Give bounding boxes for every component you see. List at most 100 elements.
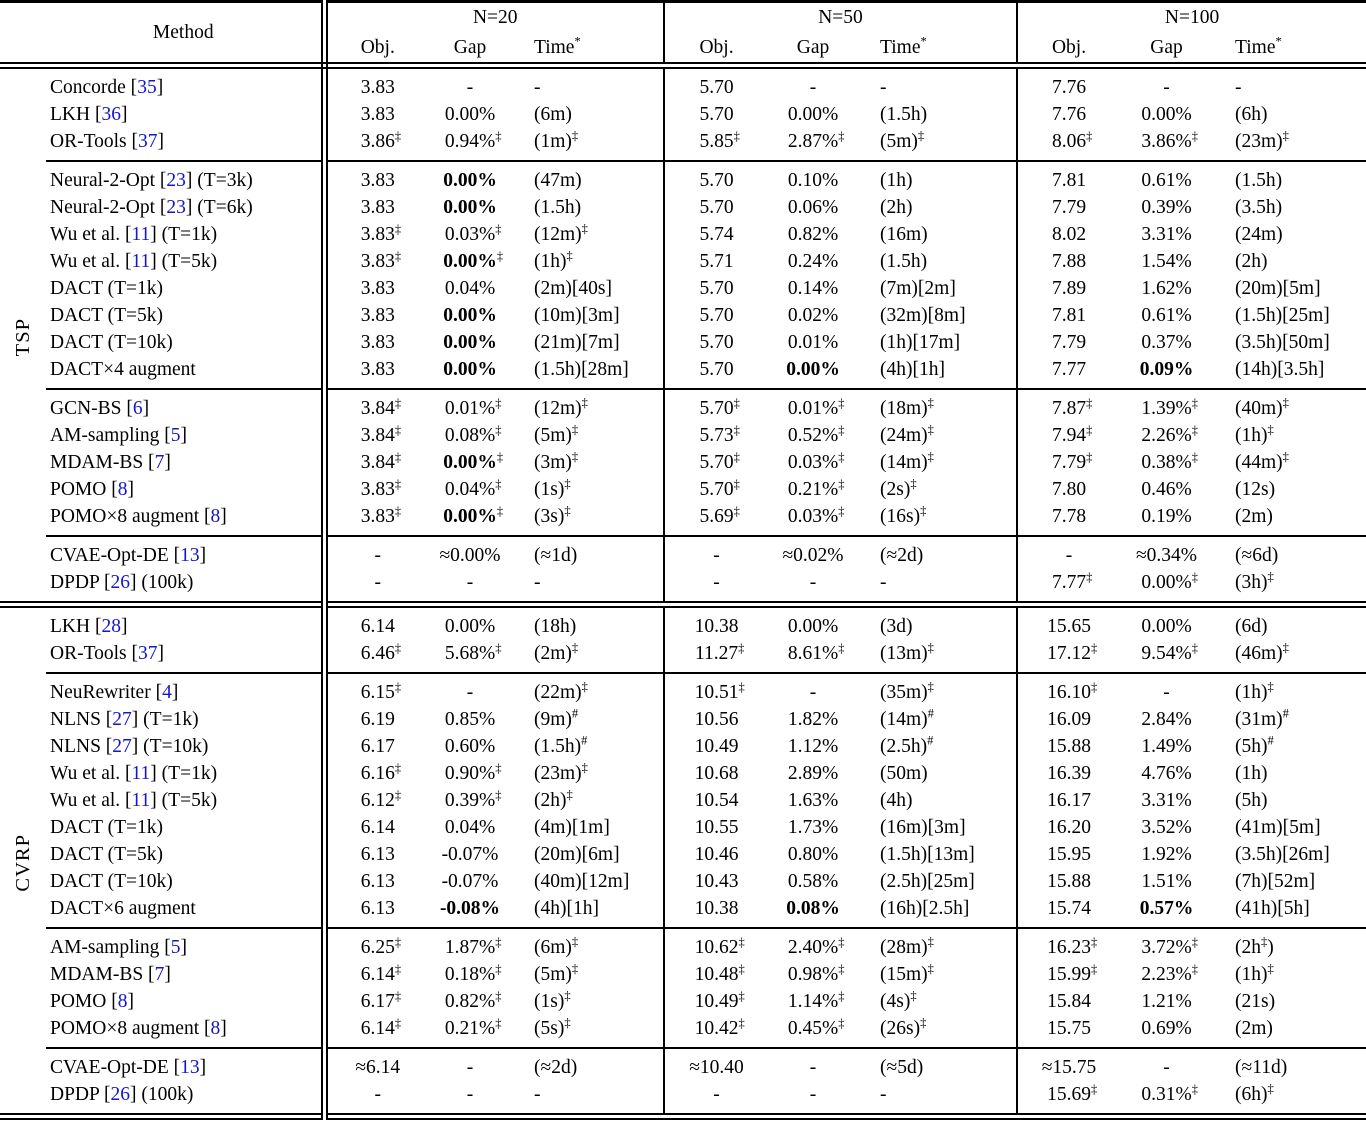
citation-ref[interactable]: 37 xyxy=(138,643,158,664)
method-cell: POMO [8] xyxy=(46,988,328,1015)
gap-cell: 0.61% xyxy=(1141,305,1192,326)
gap-cell: 0.00%‡ xyxy=(443,449,504,473)
citation-ref[interactable]: 13 xyxy=(180,1057,200,1078)
method-cell: DACT (T=5k) xyxy=(46,841,328,868)
time-cell: (3.5h)[50m] xyxy=(1235,332,1330,353)
citation-ref[interactable]: 35 xyxy=(137,77,157,98)
obj-cell: 7.80 xyxy=(1051,479,1087,500)
method-cell: AM-sampling [5] xyxy=(46,422,328,449)
method-cell: NeuRewriter [4] xyxy=(46,672,328,706)
time-cell: (2m)[40s] xyxy=(512,275,666,302)
gap-cell: 5.68%‡ xyxy=(444,640,502,664)
citation-ref[interactable]: 6 xyxy=(132,398,143,419)
table-row: DACT (T=5k) 6.13 -0.07% (20m)[6m] 10.46 0.80%… xyxy=(0,841,1366,868)
method-cell: Wu et al. [11] (T=5k) xyxy=(46,248,328,275)
citation-ref[interactable]: 7 xyxy=(154,452,165,473)
citation-ref[interactable]: 37 xyxy=(138,131,158,152)
gap-cell: 1.63% xyxy=(787,790,839,811)
time-cell: (20m)[5m] xyxy=(1235,278,1321,299)
table-row: MDAM-BS [7] 3.84‡ 0.00%‡ (3m)‡ 5.70‡ 0.03%‡ (1… xyxy=(0,449,1366,476)
time-cell: (2h) xyxy=(1235,251,1268,272)
table-row: NLNS [27] (T=1k) 6.19 0.85% (9m)# 10.56 1.82%… xyxy=(0,706,1366,733)
obj-cell: 8.02 xyxy=(1051,224,1087,245)
obj-cell: - xyxy=(713,1084,720,1105)
gap-cell: - xyxy=(1120,1047,1214,1081)
gap-cell: - xyxy=(466,572,474,593)
obj-cell: - xyxy=(664,535,769,569)
time-cell: (3m)‡ xyxy=(512,449,666,476)
time-cell: (31m)# xyxy=(1235,706,1289,730)
method-cell: CVAE-Opt-DE [13] xyxy=(46,1047,328,1081)
method-cell: DACT (T=1k) xyxy=(46,275,328,302)
citation-ref[interactable]: 11 xyxy=(131,224,151,245)
subcol-header: Obj. xyxy=(324,33,428,69)
obj-cell: 3.84‡ xyxy=(324,388,428,422)
gap-cell: - xyxy=(466,77,474,98)
method-cell: NLNS [27] (T=1k) xyxy=(46,706,328,733)
gap-cell: 0.39%‡ xyxy=(444,787,502,811)
citation-ref[interactable]: 27 xyxy=(112,709,132,730)
citation-ref[interactable]: 5 xyxy=(170,937,181,958)
time-cell: (3d) xyxy=(858,601,1019,640)
obj-cell: 6.16‡ xyxy=(360,760,402,784)
time-cell: - xyxy=(512,1081,666,1117)
obj-cell: 5.70 xyxy=(699,305,734,326)
obj-cell: 5.70 xyxy=(664,160,769,194)
time-cell: (1h) xyxy=(1235,763,1268,784)
time-cell: (5h)# xyxy=(1235,733,1274,757)
time-cell: (21s) xyxy=(1235,991,1276,1012)
obj-cell: 6.15‡ xyxy=(324,672,428,706)
obj-cell: 5.70‡ xyxy=(664,388,769,422)
method-cell: Neural-2-Opt [23] (T=6k) xyxy=(46,194,328,221)
citation-ref[interactable]: 8 xyxy=(117,479,128,500)
time-cell: - xyxy=(858,65,1019,101)
citation-ref[interactable]: 7 xyxy=(154,964,165,985)
obj-cell: 3.83 xyxy=(360,77,395,98)
citation-ref[interactable]: 23 xyxy=(166,197,186,218)
gap-cell: 0.00% xyxy=(428,160,512,194)
citation-ref[interactable]: 27 xyxy=(112,736,132,757)
obj-cell: 5.70 xyxy=(699,104,734,125)
time-cell: (1.5h) xyxy=(858,248,1019,275)
citation-ref[interactable]: 26 xyxy=(110,1084,131,1105)
time-cell: (5m)‡ xyxy=(512,961,666,988)
citation-ref[interactable]: 8 xyxy=(210,1018,221,1039)
gap-cell: 2.40%‡ xyxy=(768,927,859,961)
time-cell: (22m)‡ xyxy=(512,672,666,706)
table-row: DACT (T=5k) 3.83 0.00% (10m)[3m] 5.70 0.02% (3… xyxy=(0,302,1366,329)
obj-cell: 3.83 xyxy=(360,332,395,353)
citation-ref[interactable]: 5 xyxy=(170,425,181,446)
time-cell: (10m)[3m] xyxy=(512,302,666,329)
gap-cell: 0.00% xyxy=(444,104,496,125)
citation-ref[interactable]: 8 xyxy=(210,506,221,527)
subcol-header: Time* xyxy=(1213,33,1366,69)
obj-cell: 7.94‡ xyxy=(1051,422,1093,446)
time-cell: (13m)‡ xyxy=(858,640,1019,673)
citation-ref[interactable]: 8 xyxy=(117,991,128,1012)
citation-ref[interactable]: 11 xyxy=(131,763,151,784)
time-cell: (≈2d) xyxy=(512,1047,666,1081)
time-cell: (15m)‡ xyxy=(858,961,1019,988)
obj-cell: 16.09 xyxy=(1047,709,1091,730)
table-row: AM-sampling [5] 3.84‡ 0.08%‡ (5m)‡ 5.73‡ 0.52… xyxy=(0,422,1366,449)
time-cell: (40m)‡ xyxy=(1213,388,1366,422)
obj-cell: 10.48‡ xyxy=(694,961,745,985)
method-cell: DACT (T=10k) xyxy=(46,329,328,356)
gap-cell: 0.94%‡ xyxy=(444,128,502,152)
citation-ref[interactable]: 11 xyxy=(131,790,151,811)
obj-cell: 7.89 xyxy=(1051,278,1087,299)
time-cell: (18h) xyxy=(512,601,666,640)
citation-ref[interactable]: 11 xyxy=(131,251,151,272)
citation-ref[interactable]: 23 xyxy=(166,170,186,191)
obj-cell: 5.70 xyxy=(699,77,734,98)
citation-ref[interactable]: 4 xyxy=(162,682,172,703)
time-cell: (≈5d) xyxy=(858,1047,1019,1081)
citation-ref[interactable]: 26 xyxy=(110,572,131,593)
obj-cell: 5.69‡ xyxy=(699,503,740,527)
time-cell: (2m) xyxy=(1235,506,1273,527)
citation-ref[interactable]: 28 xyxy=(101,616,121,637)
citation-ref[interactable]: 36 xyxy=(101,104,121,125)
time-cell: (18m)‡ xyxy=(858,388,1019,422)
citation-ref[interactable]: 13 xyxy=(180,545,200,566)
gap-cell: - xyxy=(768,1047,859,1081)
